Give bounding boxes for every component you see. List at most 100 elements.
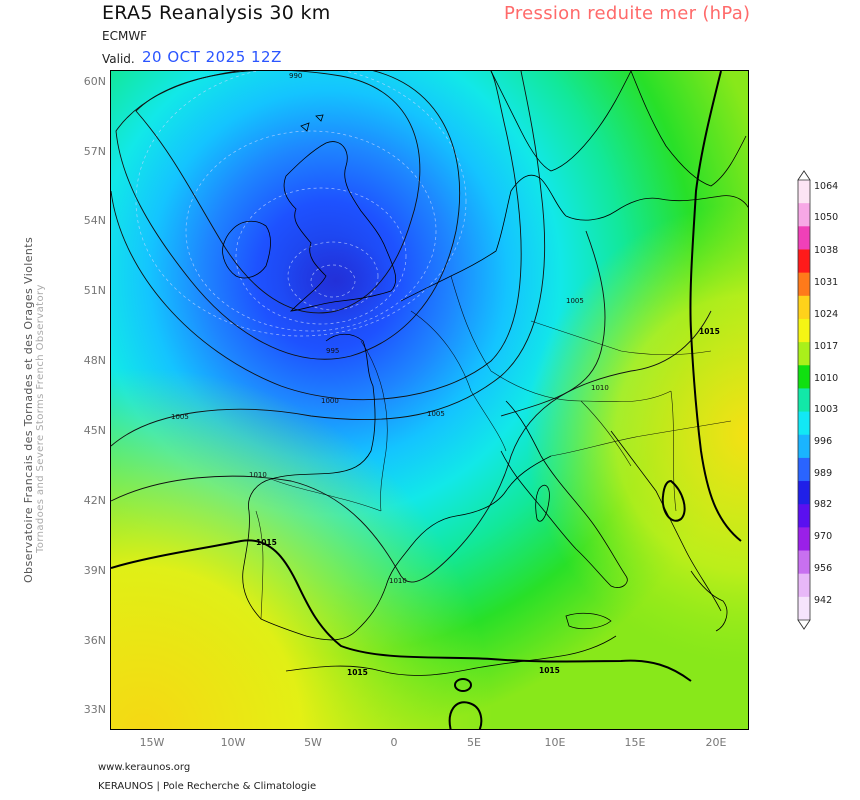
lon-label: 20E (705, 736, 727, 749)
pressure-field-se (111, 71, 748, 729)
colorbar-swatch (798, 596, 810, 621)
observatory-label-fr: Observatoire Francais des Tornades et de… (22, 236, 35, 583)
colorbar-label: 942 (814, 595, 833, 606)
observatory-label-en: Tornadoes and Severe Storms French Obser… (35, 284, 46, 553)
isobar-label: 995 (326, 347, 339, 355)
colorbar-swatch (798, 573, 810, 598)
lat-label: 57N (83, 145, 106, 158)
colorbar-label: 989 (814, 468, 833, 479)
north-sea-coast (400, 174, 748, 302)
isobar-label: 1015 (256, 538, 277, 547)
colorbar-label: 982 (814, 499, 833, 510)
lat-label: 45N (83, 424, 106, 437)
colorbar-label: 1010 (814, 373, 839, 384)
colorbar-swatch (798, 365, 810, 389)
lon-label: 10E (544, 736, 566, 749)
norway-coast (490, 71, 632, 172)
isobar-labels-bold: 1015 1015 1015 1015 (256, 327, 720, 677)
colorbar-label: 1038 (814, 245, 839, 256)
isobar-label: 1015 (347, 668, 368, 677)
colorbar-arrow-bottom (797, 619, 811, 630)
map-title: ERA5 Reanalysis 30 km (102, 2, 331, 24)
sub-isobars (135, 71, 467, 337)
valid-label: Valid. (102, 52, 135, 66)
colorbar-swatch (798, 550, 810, 575)
isobar-label: 1005 (566, 297, 584, 305)
italy (500, 400, 628, 588)
valid-time: 20 OCT 2025 12Z (142, 48, 282, 66)
colorbar-swatch (798, 411, 810, 436)
colorbar-swatch (798, 203, 810, 227)
lat-label: 33N (83, 703, 106, 716)
lon-label: 10W (220, 736, 246, 749)
colorbar-label: 970 (814, 531, 833, 542)
mediterranean-coast (305, 455, 552, 641)
borders (255, 275, 732, 620)
atlantic-coast (242, 333, 376, 637)
colorbar-swatch (798, 388, 810, 413)
colorbar-swatch (798, 272, 810, 297)
lat-label: 48N (83, 354, 106, 367)
colorbar-label: 1017 (814, 341, 839, 352)
colorbar-swatch (798, 226, 810, 250)
isobar-label: 1005 (427, 410, 445, 418)
lon-label: 0 (390, 736, 398, 749)
colorbar-label: 1050 (814, 212, 839, 223)
lon-label: 5E (467, 736, 481, 749)
lat-label: 39N (83, 564, 106, 577)
pressure-map-svg: 990 995 1000 1005 1005 1005 1010 1010 10… (111, 71, 748, 729)
isobar-label: 1000 (321, 397, 339, 405)
colorbar-label: 1064 (814, 181, 839, 192)
colorbar (797, 170, 811, 630)
footer-credit: KERAUNOS | Pole Recherche & Climatologie (98, 781, 317, 792)
isobars (111, 71, 712, 583)
africa-coast (285, 635, 617, 676)
colorbar-arrow-top (797, 170, 811, 181)
colorbar-swatch (798, 527, 810, 552)
colorbar-swatch (798, 249, 810, 274)
isobar-1015 (111, 71, 742, 729)
coastlines (222, 71, 748, 676)
colorbar-swatch (798, 180, 810, 204)
great-britain (283, 141, 397, 312)
colorbar-swatch (798, 434, 810, 459)
colorbar-label: 996 (814, 436, 833, 447)
colorbar-label: 1024 (814, 309, 839, 320)
isobar-label: 1015 (539, 666, 560, 675)
adriatic-coast (610, 430, 722, 612)
isobar-label: 990 (289, 72, 302, 80)
pressure-map: 990 995 1000 1005 1005 1005 1010 1010 10… (110, 70, 749, 730)
low-core (281, 236, 391, 326)
lat-label: 51N (83, 284, 106, 297)
lon-label: 15E (624, 736, 646, 749)
footer-url: www.keraunos.org (98, 762, 191, 773)
lon-label: 5W (304, 736, 322, 749)
colorbar-label: 956 (814, 563, 833, 574)
greece-coast (690, 570, 728, 632)
lon-label: 15W (139, 736, 165, 749)
parameter-title: Pression reduite mer (hPa) (504, 3, 751, 24)
isobar-label: 1005 (171, 413, 189, 421)
colorbar-label: 1031 (814, 277, 839, 288)
colorbar-swatch (798, 342, 810, 366)
lat-label: 54N (83, 214, 106, 227)
lat-label: 42N (83, 494, 106, 507)
lat-label: 60N (83, 75, 106, 88)
model-name: ECMWF (102, 29, 148, 43)
isobar-label: 1010 (389, 577, 407, 585)
isobar-label: 1015 (699, 327, 720, 336)
colorbar-swatch (798, 295, 810, 320)
sweden-coast (630, 71, 747, 187)
colorbar-swatch (798, 318, 810, 343)
colorbar-swatch (798, 481, 810, 505)
isobar-label: 1010 (591, 384, 609, 392)
lat-label: 36N (83, 634, 106, 647)
corsica-sardinia (535, 484, 550, 522)
colorbar-label: 1003 (814, 404, 839, 415)
ireland (222, 220, 271, 279)
isobar-label: 1010 (249, 471, 267, 479)
colorbar-svg (797, 170, 811, 630)
sicily (565, 612, 612, 630)
colorbar-swatch (798, 504, 810, 528)
isobar-labels: 990 995 1000 1005 1005 1005 1010 1010 10… (171, 72, 609, 585)
